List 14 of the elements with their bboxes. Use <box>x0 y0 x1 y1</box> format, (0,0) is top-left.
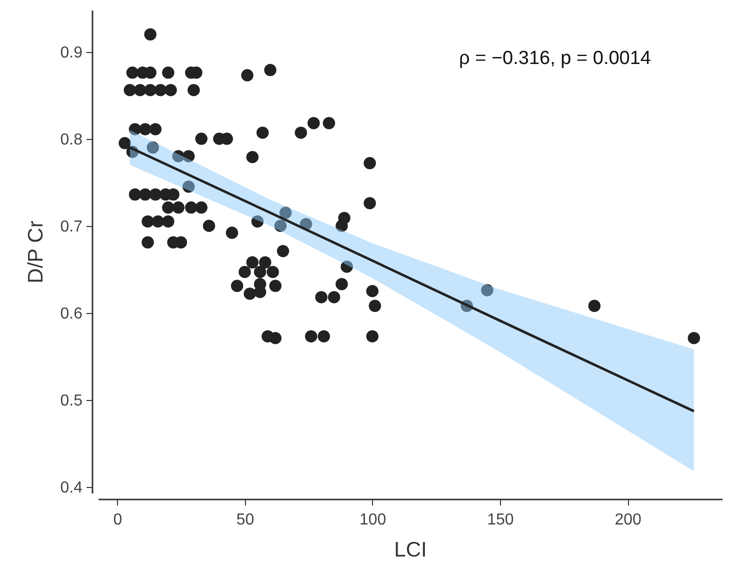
y-tick-label: 0.9 <box>60 44 83 62</box>
x-axis-title: LCI <box>394 538 427 562</box>
x-tick-label: 150 <box>487 512 514 528</box>
x-tick-label: 200 <box>614 512 642 528</box>
x-tick-label: 0 <box>113 512 122 528</box>
y-tick-label: 0.5 <box>60 392 83 410</box>
y-tick-label: 0.4 <box>60 479 83 496</box>
y-tick-label: 0.6 <box>60 305 83 322</box>
annotation: ρ = −0.316, p = 0.0014 <box>459 48 652 69</box>
y-tick-label: 0.7 <box>60 218 83 236</box>
y-axis-title: D/P Cr <box>24 220 48 284</box>
x-tick-label: 100 <box>360 512 386 528</box>
x-tick-label: 50 <box>236 512 254 528</box>
y-tick-label: 0.8 <box>60 131 83 148</box>
